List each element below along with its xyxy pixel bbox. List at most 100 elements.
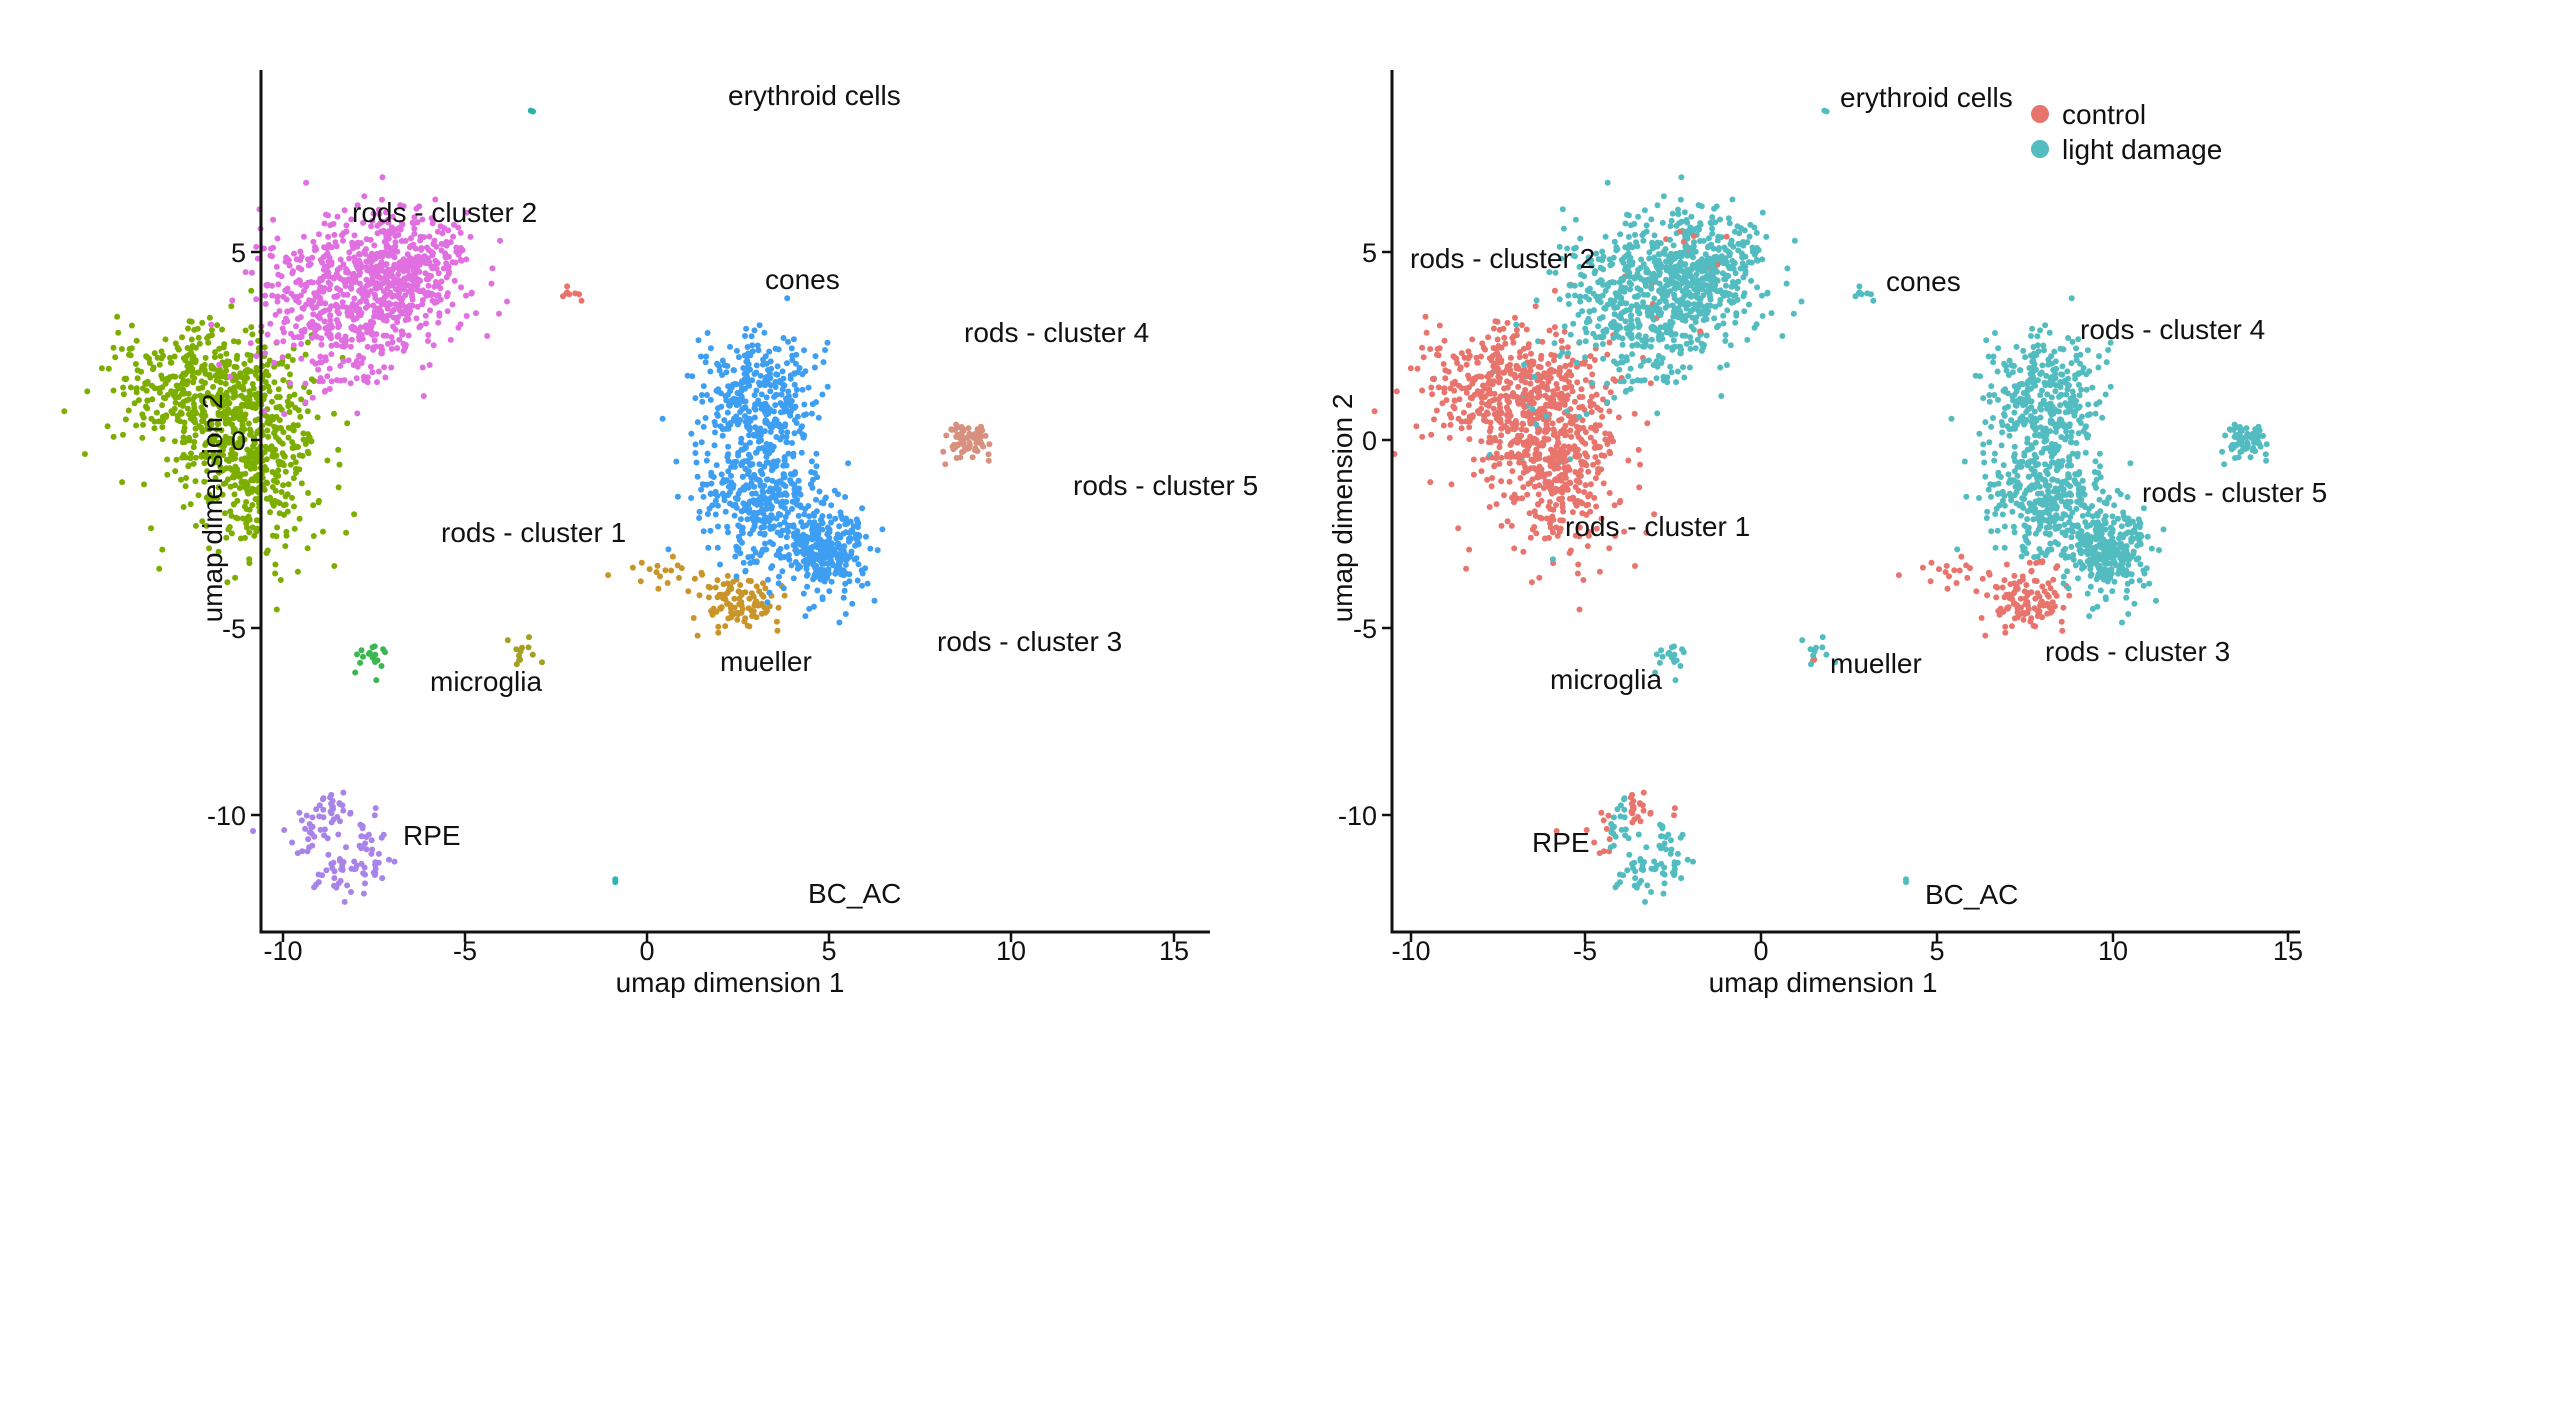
scatter-point (646, 566, 653, 573)
scatter-point (844, 555, 851, 562)
scatter-point (164, 456, 171, 463)
scatter-point (753, 583, 760, 590)
scatter-point (1703, 332, 1710, 339)
scatter-point (250, 828, 256, 834)
scatter-point (457, 229, 464, 236)
scatter-point (351, 232, 358, 239)
scatter-point (342, 333, 349, 340)
scatter-point (1513, 321, 1520, 328)
scatter-point (764, 380, 771, 387)
cluster-label-rods-cluster-3: rods - cluster 3 (937, 626, 1122, 657)
scatter-point (146, 360, 153, 366)
scatter-point (1598, 515, 1605, 522)
scatter-point (400, 347, 407, 354)
scatter-point (855, 561, 862, 568)
scatter-point (708, 480, 715, 487)
scatter-point (197, 392, 204, 399)
scatter-point (751, 432, 758, 439)
scatter-point (1588, 262, 1595, 269)
scatter-point (202, 354, 209, 361)
scatter-point (357, 269, 363, 276)
scatter-point (188, 450, 194, 457)
scatter-point (1618, 275, 1625, 282)
scatter-point (1533, 446, 1540, 453)
scatter-point (942, 461, 949, 468)
scatter-point (222, 420, 229, 427)
scatter-point (1503, 404, 1510, 411)
scatter-point (1660, 373, 1667, 380)
scatter-point (739, 606, 746, 612)
scatter-point (1480, 344, 1487, 351)
scatter-point (1728, 283, 1735, 290)
scatter-point (210, 400, 217, 407)
scatter-point (384, 279, 391, 286)
scatter-point (1458, 425, 1465, 432)
scatter-point (1521, 361, 1527, 368)
scatter-point (516, 652, 522, 659)
scatter-point (213, 426, 220, 433)
scatter-point (714, 492, 721, 499)
scatter-point (1720, 320, 1727, 327)
scatter-point (353, 375, 360, 382)
scatter-point (1448, 414, 1455, 421)
scatter-point (429, 220, 436, 227)
scatter-point (848, 527, 855, 534)
scatter-point (1575, 561, 1582, 568)
scatter-point (1723, 362, 1730, 368)
scatter-point (751, 558, 757, 565)
scatter-point (746, 432, 753, 439)
scatter-point (1506, 478, 1513, 485)
scatter-point (358, 845, 365, 852)
scatter-point (803, 572, 810, 579)
scatter-point (1720, 312, 1727, 319)
scatter-point (335, 831, 342, 838)
scatter-point (438, 240, 445, 247)
scatter-point (1654, 264, 1661, 271)
scatter-point (756, 379, 762, 386)
scatter-point (371, 242, 378, 249)
scatter-point (199, 319, 206, 326)
scatter-point (749, 553, 755, 560)
scatter-point (263, 466, 270, 473)
scatter-point (315, 879, 322, 886)
scatter-point (1558, 488, 1565, 495)
scatter-point (457, 321, 464, 328)
scatter-point (225, 476, 231, 483)
scatter-point (785, 450, 792, 457)
scatter-point (1547, 520, 1553, 527)
scatter-point (728, 609, 735, 616)
scatter-point (1657, 312, 1664, 319)
scatter-point (813, 450, 820, 457)
scatter-point (760, 593, 767, 600)
scatter-point (1634, 285, 1641, 292)
scatter-point (345, 312, 351, 319)
scatter-point (385, 228, 392, 235)
scatter-point (246, 556, 253, 563)
scatter-point (432, 264, 439, 271)
scatter-point (842, 494, 849, 500)
scatter-point (741, 618, 748, 625)
scatter-point (239, 478, 246, 485)
scatter-point (215, 460, 222, 467)
scatter-point (792, 499, 799, 506)
scatter-point (370, 344, 377, 351)
scatter-point (1543, 428, 1550, 435)
scatter-point (1520, 421, 1527, 428)
scatter-point (238, 456, 245, 463)
scatter-point (783, 462, 790, 469)
scatter-point (141, 481, 147, 488)
scatter-point (1652, 303, 1658, 310)
scatter-point (1566, 550, 1573, 556)
scatter-point (1607, 389, 1614, 396)
scatter-point (283, 296, 290, 303)
scatter-point (1577, 293, 1584, 300)
scatter-point (369, 217, 376, 224)
scatter-point (1591, 444, 1598, 451)
scatter-point (309, 394, 316, 401)
scatter-point (722, 623, 729, 630)
scatter-point (159, 436, 166, 443)
scatter-point (1538, 515, 1545, 522)
scatter-point (394, 345, 401, 352)
scatter-point (318, 299, 325, 306)
scatter-point (133, 385, 140, 392)
